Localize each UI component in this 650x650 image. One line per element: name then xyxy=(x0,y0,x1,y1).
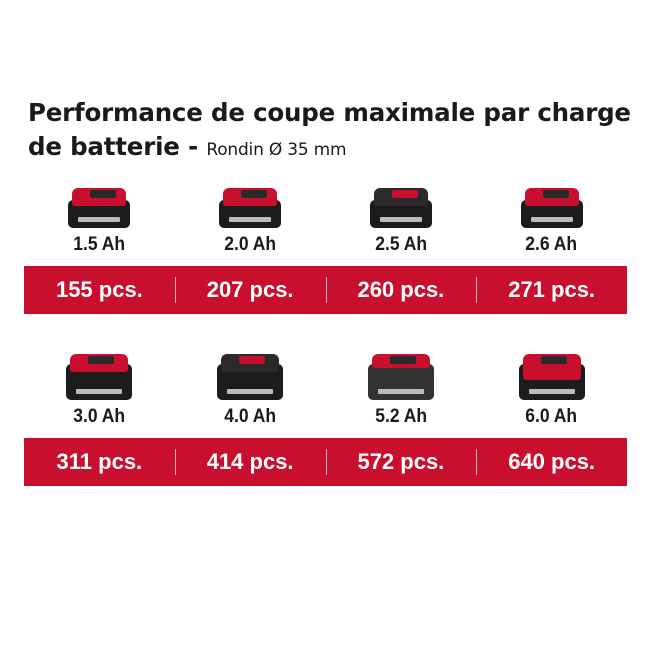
battery-icon xyxy=(520,184,583,228)
pieces-value: 260 pcs. xyxy=(325,266,477,314)
battery-icon xyxy=(369,184,432,228)
title-text: Performance de coupe maximale par charge… xyxy=(28,98,631,161)
capacity-label: 2.6 Ah xyxy=(525,234,578,255)
battery-item: 2.0 Ah xyxy=(175,184,326,256)
battery-item: 4.0 Ah xyxy=(175,350,326,428)
pieces-value: 155 pcs. xyxy=(55,277,143,302)
capacity-label: 5.2 Ah xyxy=(374,406,427,427)
capacity-label: 2.0 Ah xyxy=(224,234,277,255)
battery-item: 5.2 Ah xyxy=(326,350,477,428)
capacity-label: 3.0 Ah xyxy=(73,406,126,427)
battery-item: 1.5 Ah xyxy=(24,184,175,256)
battery-icon xyxy=(367,350,434,400)
pieces-value: 311 pcs. xyxy=(56,449,143,474)
battery-row-1: 1.5 Ah 2.0 Ah 2.5 Ah 2.6 Ah 155 pcs. 207… xyxy=(24,184,627,314)
battery-icon xyxy=(68,184,131,228)
pieces-value: 640 pcs. xyxy=(476,438,627,486)
battery-icon xyxy=(518,350,585,400)
pieces-value: 572 pcs. xyxy=(325,438,477,486)
subtitle: Rondin Ø 35 mm xyxy=(206,140,347,160)
capacity-label: 4.0 Ah xyxy=(224,406,277,427)
pieces-value: 271 pcs. xyxy=(476,266,627,314)
capacity-label: 1.5 Ah xyxy=(73,234,126,255)
pieces-value: 414 pcs. xyxy=(174,438,326,486)
battery-icon xyxy=(217,350,284,400)
battery-icon xyxy=(66,350,133,400)
pieces-value: 207 pcs. xyxy=(174,266,326,314)
battery-item: 2.5 Ah xyxy=(326,184,477,256)
pieces-bar: 155 pcs. 207 pcs. 260 pcs. 271 pcs. xyxy=(24,266,627,314)
battery-item: 3.0 Ah xyxy=(24,350,175,428)
battery-icon xyxy=(219,184,282,228)
capacity-label: 2.5 Ah xyxy=(374,234,427,255)
capacity-label: 6.0 Ah xyxy=(525,406,578,427)
pieces-bar: 311 pcs. 414 pcs. 572 pcs. 640 pcs. xyxy=(24,438,627,486)
battery-item: 6.0 Ah xyxy=(476,350,627,428)
battery-item: 2.6 Ah xyxy=(476,184,627,256)
battery-row-2: 3.0 Ah 4.0 Ah 5.2 Ah 6.0 Ah 311 pcs. 414… xyxy=(24,350,627,486)
page-title: Performance de coupe maximale par charge… xyxy=(28,96,638,167)
